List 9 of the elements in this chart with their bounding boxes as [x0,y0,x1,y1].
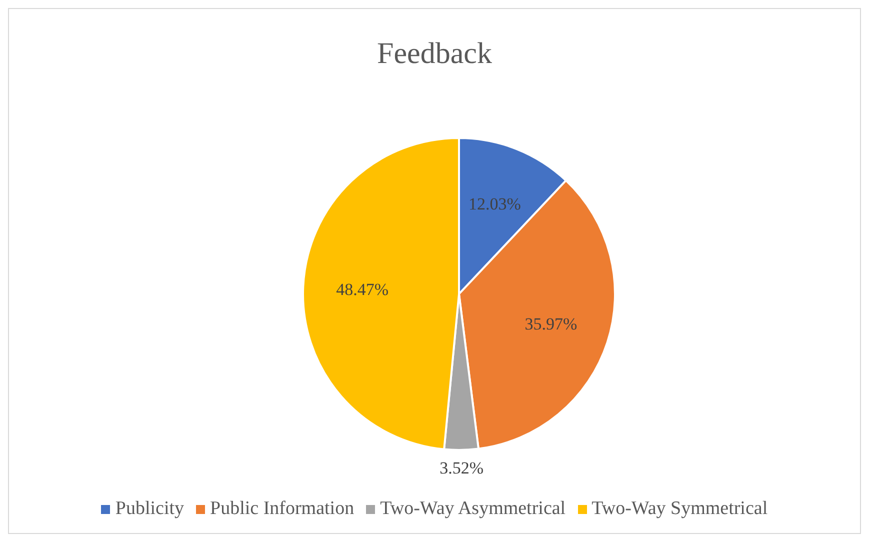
data-label: 3.52% [440,458,484,478]
data-label: 35.97% [524,314,578,334]
legend-label: Two-Way Asymmetrical [379,498,566,520]
chart-title: Feedback [376,37,493,71]
legend-label: Publicity [114,498,184,520]
data-label: 12.03% [468,194,521,214]
legend-label: Two-Way Symmetrical [590,498,768,520]
data-label: 48.47% [336,280,389,299]
legend-label: Public Information [209,498,354,520]
